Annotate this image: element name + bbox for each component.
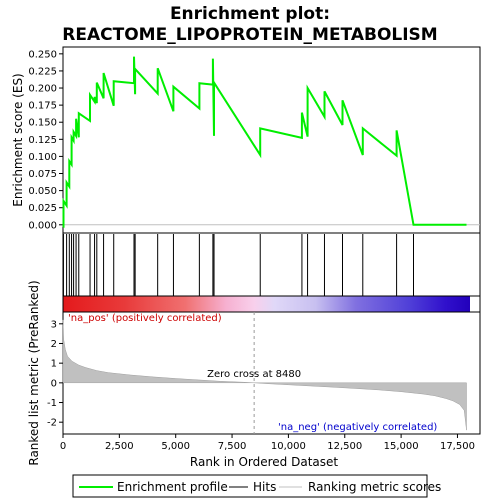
zero-cross-label: Zero cross at 8480 <box>207 369 301 380</box>
es-tick-label: 0.100 <box>28 152 57 163</box>
metric-panel <box>62 311 481 435</box>
ranking-metric-area <box>62 319 467 431</box>
x-tick-label: 5,000 <box>161 441 190 452</box>
chart-title-line2: REACTOME_LIPOPROTEIN_METABOLISM <box>62 25 437 45</box>
metric-y-axis: -2 -1 0 1 2 3 <box>47 319 63 429</box>
metric-tick-label: 3 <box>51 319 57 330</box>
neg-correlated-label: 'na_neg' (negatively correlated) <box>278 422 437 433</box>
es-tick-label: 0.125 <box>28 135 57 146</box>
hits-panel <box>62 232 481 297</box>
es-y-axis: 0.000 0.025 0.050 0.075 0.100 0.125 0.150 0.175… <box>28 49 63 231</box>
hits-group <box>62 234 415 296</box>
es-tick-label: 0.075 <box>28 169 57 180</box>
es-tick-label: 0.050 <box>28 186 57 197</box>
es-tick-label: 0.200 <box>28 84 57 95</box>
legend-profile-label: Enrichment profile <box>117 480 228 494</box>
x-tick-label: 10,000 <box>271 441 306 452</box>
es-tick-label: 0.225 <box>28 66 57 77</box>
x-axis: 0 2,500 5,000 7,500 10,000 12,500 15,000 17,500 <box>60 434 475 452</box>
metric-tick-label: 1 <box>51 359 57 370</box>
x-tick-label: 12,500 <box>327 441 362 452</box>
x-tick-label: 7,500 <box>218 441 247 452</box>
enrichment-profile-line <box>62 56 467 228</box>
es-tick-label: 0.025 <box>28 203 57 214</box>
legend-metric-label: Ranking metric scores <box>308 480 441 494</box>
x-tick-label: 2,500 <box>105 441 134 452</box>
x-axis-label: Rank in Ordered Dataset <box>190 455 338 469</box>
legend <box>72 474 428 498</box>
x-tick-label: 17,500 <box>440 441 475 452</box>
metric-tick-label: -2 <box>47 418 57 429</box>
rank-color-bar <box>63 296 470 312</box>
metric-tick-label: 2 <box>51 339 57 350</box>
es-panel <box>62 46 481 234</box>
x-tick-label: 0 <box>60 441 66 452</box>
metric-y-axis-label: Ranked list metric (PreRanked) <box>27 280 41 465</box>
legend-hits-label: Hits <box>253 480 276 494</box>
es-tick-label: 0.250 <box>28 49 57 60</box>
chart-title-line1: Enrichment plot: <box>170 4 330 24</box>
metric-tick-label: 0 <box>51 378 57 389</box>
metric-tick-label: -1 <box>47 398 57 409</box>
es-y-axis-label: Enrichment score (ES) <box>11 73 25 206</box>
es-tick-label: 0.000 <box>28 220 57 231</box>
pos-correlated-label: 'na_pos' (positively correlated) <box>68 313 222 324</box>
x-tick-label: 15,000 <box>384 441 419 452</box>
es-tick-label: 0.175 <box>28 101 57 112</box>
es-tick-label: 0.150 <box>28 118 57 129</box>
